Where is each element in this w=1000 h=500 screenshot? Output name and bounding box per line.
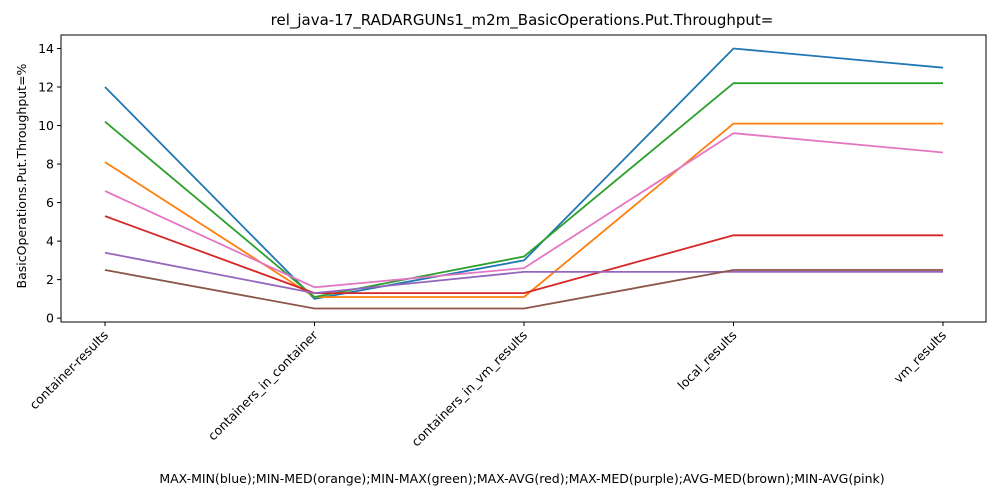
x-tick-label: containers_in_vm_results — [408, 328, 530, 450]
series-line-3 — [104, 82, 943, 298]
x-tick-label: container-results — [26, 328, 111, 413]
y-tick-label: 14 — [38, 41, 54, 56]
series-line-7 — [104, 132, 944, 289]
y-tick-label: 8 — [46, 157, 54, 172]
series-line-1 — [104, 47, 944, 300]
plot-area: 0 2 4 6 8 10 12 14 container-results containers_i… — [26, 34, 987, 450]
chart-title: rel_java-17_RADARGUNs1_m2m_BasicOperatio… — [271, 11, 774, 30]
series-line-6 — [104, 269, 943, 310]
series-line-2 — [104, 122, 943, 298]
y-tick-label: 12 — [38, 80, 54, 95]
y-tick-label: 10 — [38, 118, 54, 133]
y-tick-label: 6 — [46, 195, 54, 210]
x-tick-label: containers_in_container — [205, 327, 321, 443]
plot-frame — [60, 34, 987, 323]
y-tick-label: 0 — [46, 311, 54, 326]
x-tick-label: vm_results — [891, 328, 949, 386]
y-tick-label: 4 — [46, 234, 54, 249]
x-tick-label: local_results — [674, 328, 739, 393]
series-line-4 — [104, 215, 943, 295]
y-axis-label: BasicOperations.Put.Throughput=% — [14, 63, 29, 288]
series-line-5 — [104, 251, 943, 295]
y-tick-label: 2 — [46, 272, 54, 287]
x-axis-label: MAX-MIN(blue);MIN-MED(orange);MIN-MAX(gr… — [159, 471, 884, 486]
